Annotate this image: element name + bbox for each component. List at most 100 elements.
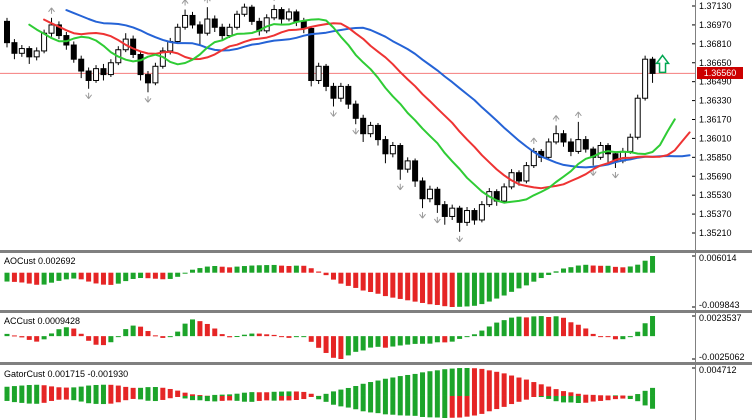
candle [367, 124, 374, 135]
fractal-down-icon [352, 128, 360, 135]
histogram-bar [635, 395, 641, 402]
panel-axis-max-label: 0.0023537 [699, 313, 742, 323]
pane-separator[interactable] [0, 310, 752, 313]
histogram-bar [330, 391, 336, 396]
candle [642, 58, 649, 99]
candle [263, 17, 270, 32]
histogram-bar [49, 395, 55, 401]
candle [33, 50, 40, 58]
candle [219, 26, 226, 37]
candle [152, 65, 159, 84]
histogram-bar [390, 336, 396, 347]
price-tick-label: 1.36970 [699, 20, 732, 30]
histogram-bar [279, 336, 285, 338]
histogram-bar [368, 272, 374, 292]
histogram-bar [360, 395, 366, 412]
histogram-bar [167, 395, 173, 399]
histogram-bar [635, 264, 641, 273]
histogram-bar [264, 334, 270, 337]
histogram-bar [160, 336, 166, 338]
buy-signal-arrow-icon[interactable] [655, 54, 671, 74]
candle [315, 65, 322, 81]
histogram-bar [286, 265, 292, 273]
candle [144, 74, 151, 84]
histogram-bar [412, 373, 418, 396]
histogram-bar [479, 368, 485, 396]
candle [397, 145, 404, 170]
histogram-bar [627, 336, 633, 338]
histogram-bar [471, 368, 477, 396]
histogram-bar [212, 395, 218, 402]
histogram-bar [219, 334, 225, 337]
histogram-bar [509, 395, 515, 405]
histogram-bar [279, 391, 285, 396]
histogram-bar [212, 328, 218, 337]
histogram-bar [182, 272, 188, 274]
candle [211, 18, 218, 28]
histogram-bar [345, 272, 351, 286]
pane-separator[interactable] [0, 250, 752, 253]
histogram-bar [145, 272, 151, 279]
fractal-down-icon [144, 96, 152, 103]
histogram-bar [397, 395, 403, 416]
price-tick-label: 1.36170 [699, 115, 732, 125]
fractal-arrows-layer [48, 0, 619, 243]
pane-separator[interactable] [0, 362, 752, 365]
price-tick-label: 1.36010 [699, 133, 732, 143]
price-tick-label: 1.36810 [699, 39, 732, 49]
histogram-bar [479, 395, 485, 414]
histogram-bar [130, 325, 136, 337]
histogram-bar [523, 395, 529, 400]
histogram-bar [271, 334, 277, 337]
histogram-bar [420, 395, 426, 417]
candle [174, 26, 181, 42]
histogram-bar [590, 265, 596, 273]
histogram-bar [100, 272, 106, 285]
histogram-bar [323, 395, 329, 402]
candle [360, 117, 367, 135]
histogram-bar [256, 395, 262, 401]
histogram-bar [152, 395, 158, 402]
histogram-bar [353, 395, 359, 410]
histogram-bar [345, 336, 351, 356]
panel-label-accust: ACCust 0.0009428 [4, 316, 81, 326]
histogram-bar [457, 272, 463, 307]
histogram-bar [449, 368, 455, 396]
histogram-bar [41, 272, 47, 285]
histogram-bar [190, 394, 195, 396]
candle [204, 18, 211, 34]
histogram-bar [71, 272, 77, 279]
histogram-bar [353, 336, 359, 352]
histogram-bar [427, 336, 433, 344]
histogram-bar [486, 395, 492, 412]
histogram-bar [457, 336, 463, 339]
alligator-lips-line [28, 18, 676, 204]
histogram-bar [11, 335, 17, 337]
histogram-bar [56, 272, 62, 281]
histogram-bar [316, 336, 322, 348]
price-tick-label: 1.35690 [699, 171, 732, 181]
histogram-bar [538, 384, 544, 396]
histogram-bar [56, 329, 62, 337]
candle [182, 14, 189, 28]
histogram-bar [34, 395, 40, 404]
histogram-bar [330, 395, 336, 405]
histogram-bar [516, 395, 522, 402]
histogram-bar [605, 395, 611, 401]
candle [382, 139, 389, 155]
candle [523, 165, 530, 182]
histogram-bar [63, 327, 69, 337]
histogram-bar [78, 272, 84, 280]
candle [634, 97, 641, 138]
price-tick-label: 1.35850 [699, 152, 732, 162]
histogram-bar [531, 395, 537, 397]
histogram-bar [568, 267, 574, 273]
histogram-bar [553, 389, 559, 396]
histogram-bar [130, 395, 136, 399]
histogram-bar [449, 336, 455, 342]
histogram-bar [612, 336, 618, 340]
histogram-bar [100, 336, 106, 346]
histogram-bar [56, 395, 62, 400]
